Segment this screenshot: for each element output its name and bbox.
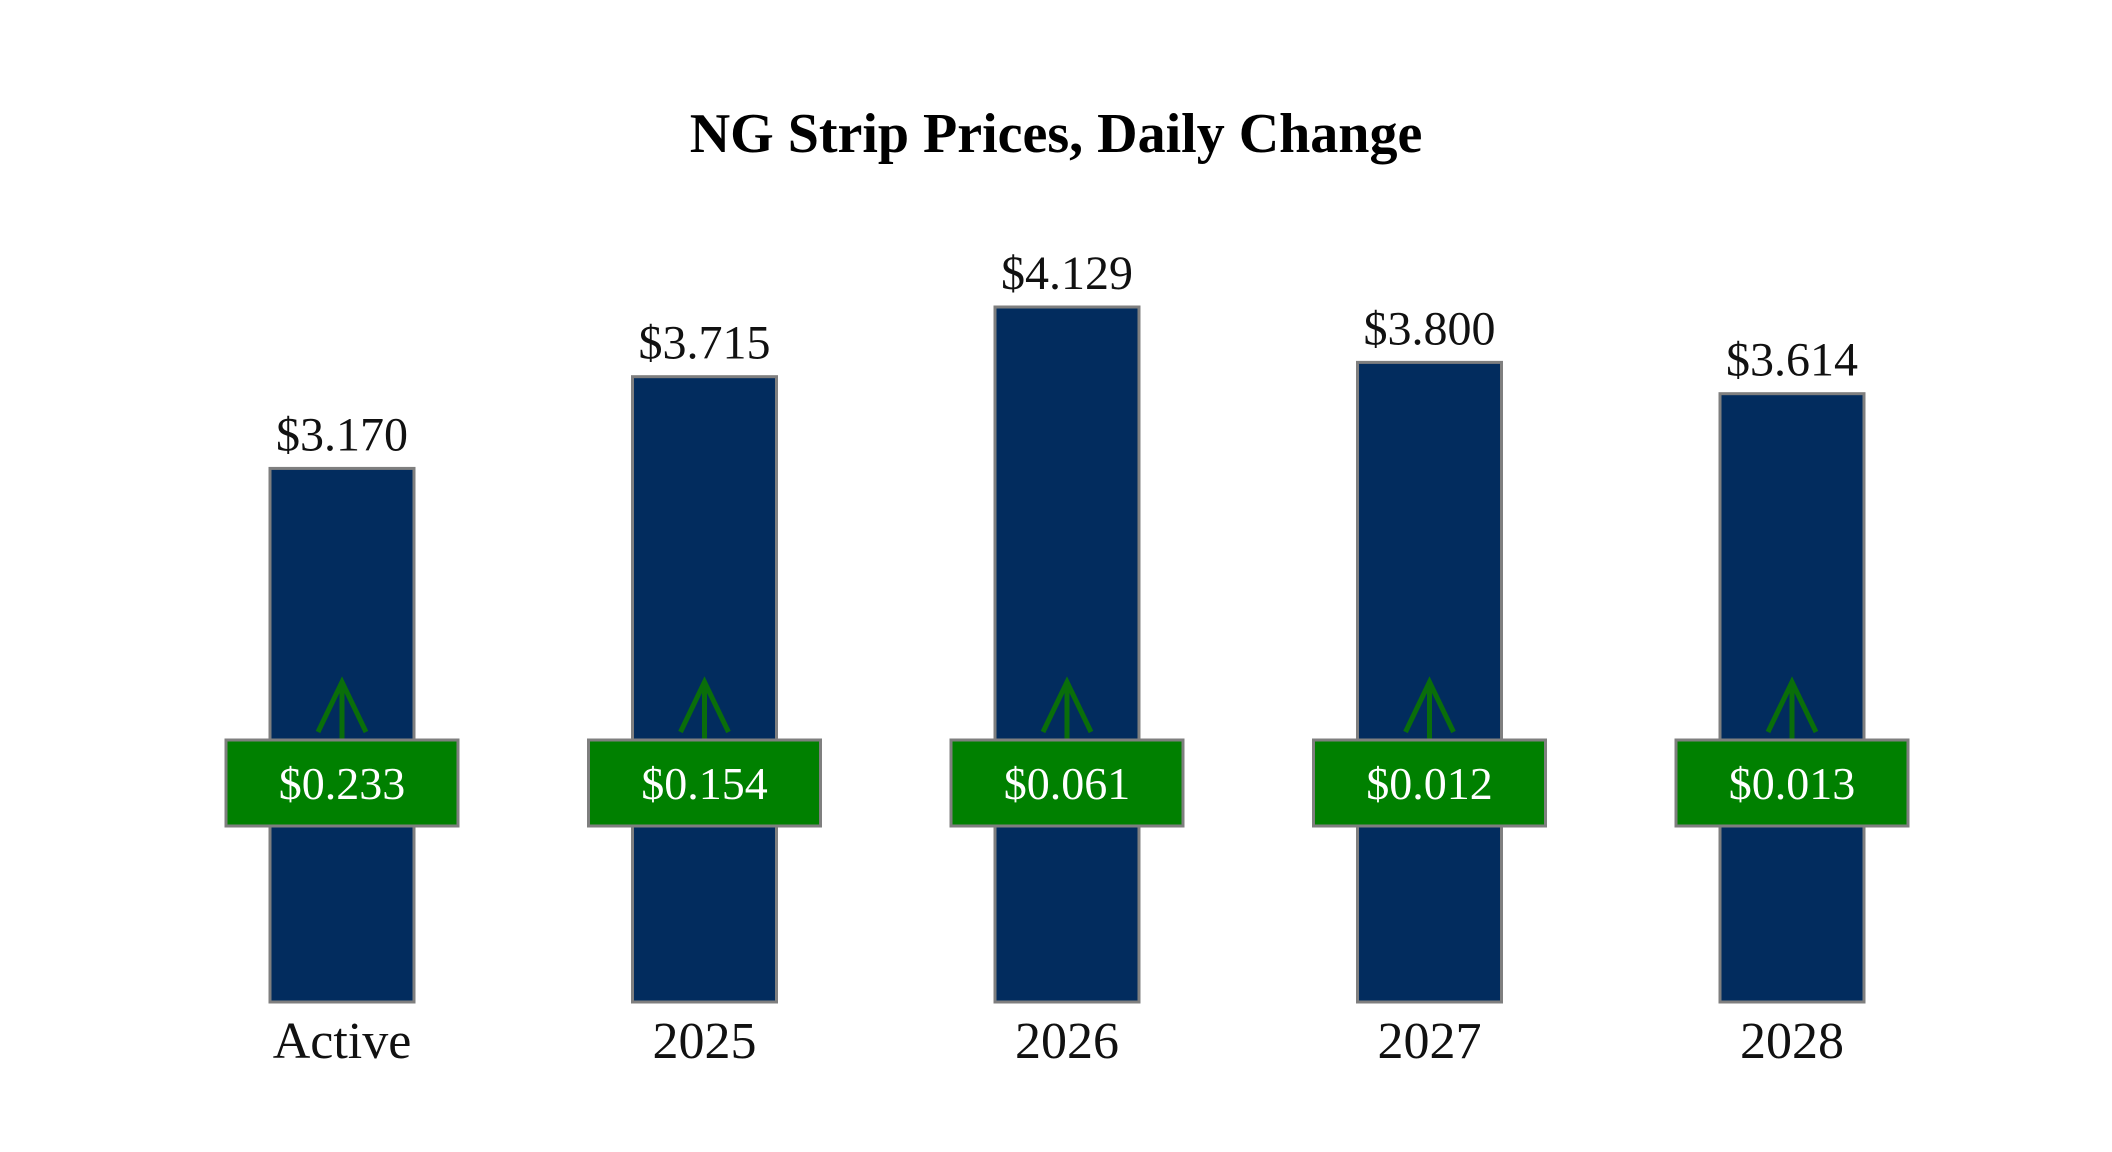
change-box (949, 738, 1185, 828)
bar-group-0: $3.170 Active $0.233 (224, 408, 460, 1070)
category-label: 2026 (1015, 1013, 1119, 1070)
change-label: $0.233 (279, 758, 406, 809)
category-label: 2027 (1378, 1013, 1482, 1070)
arrow-head (678, 676, 731, 734)
arrow-head (1403, 676, 1456, 734)
category-label: Active (273, 1013, 412, 1070)
bar-group-3: $3.800 2027 $0.012 (1312, 302, 1547, 1070)
arrow-head (315, 676, 369, 734)
change-label: $0.012 (1366, 758, 1493, 809)
price-label: $3.614 (1726, 334, 1858, 387)
chart-title: NG Strip Prices, Daily Change (690, 103, 1423, 165)
price-label: $3.800 (1364, 302, 1496, 355)
price-label: $3.170 (276, 408, 408, 461)
bar-group-2: $4.129 2026 $0.061 (949, 247, 1185, 1070)
arrow-head (1040, 676, 1094, 734)
arrow-up-icon (1403, 676, 1456, 740)
change-label: $0.013 (1729, 758, 1856, 809)
price-label: $4.129 (1001, 247, 1133, 300)
change-label: $0.061 (1004, 758, 1131, 809)
bars-layer: $3.170 Active $0.233 $3.715 2025 $0.154 $4.129… (224, 247, 1910, 1070)
bar-group-4: $3.614 2028 $0.013 (1674, 334, 1910, 1070)
bar-group-1: $3.715 2025 $0.154 (587, 317, 822, 1070)
price-label: $3.715 (639, 317, 771, 370)
arrow-up-icon (1765, 676, 1819, 740)
change-box (587, 738, 822, 828)
category-label: 2028 (1740, 1013, 1844, 1070)
bar (993, 305, 1141, 1004)
arrow-up-icon (315, 676, 369, 740)
category-label: 2025 (653, 1013, 757, 1070)
change-label: $0.154 (641, 758, 768, 809)
change-box (1312, 738, 1547, 828)
change-box (224, 738, 460, 828)
arrow-head (1765, 676, 1819, 734)
arrow-up-icon (1040, 676, 1094, 740)
change-box (1674, 738, 1910, 828)
arrow-up-icon (678, 676, 731, 740)
